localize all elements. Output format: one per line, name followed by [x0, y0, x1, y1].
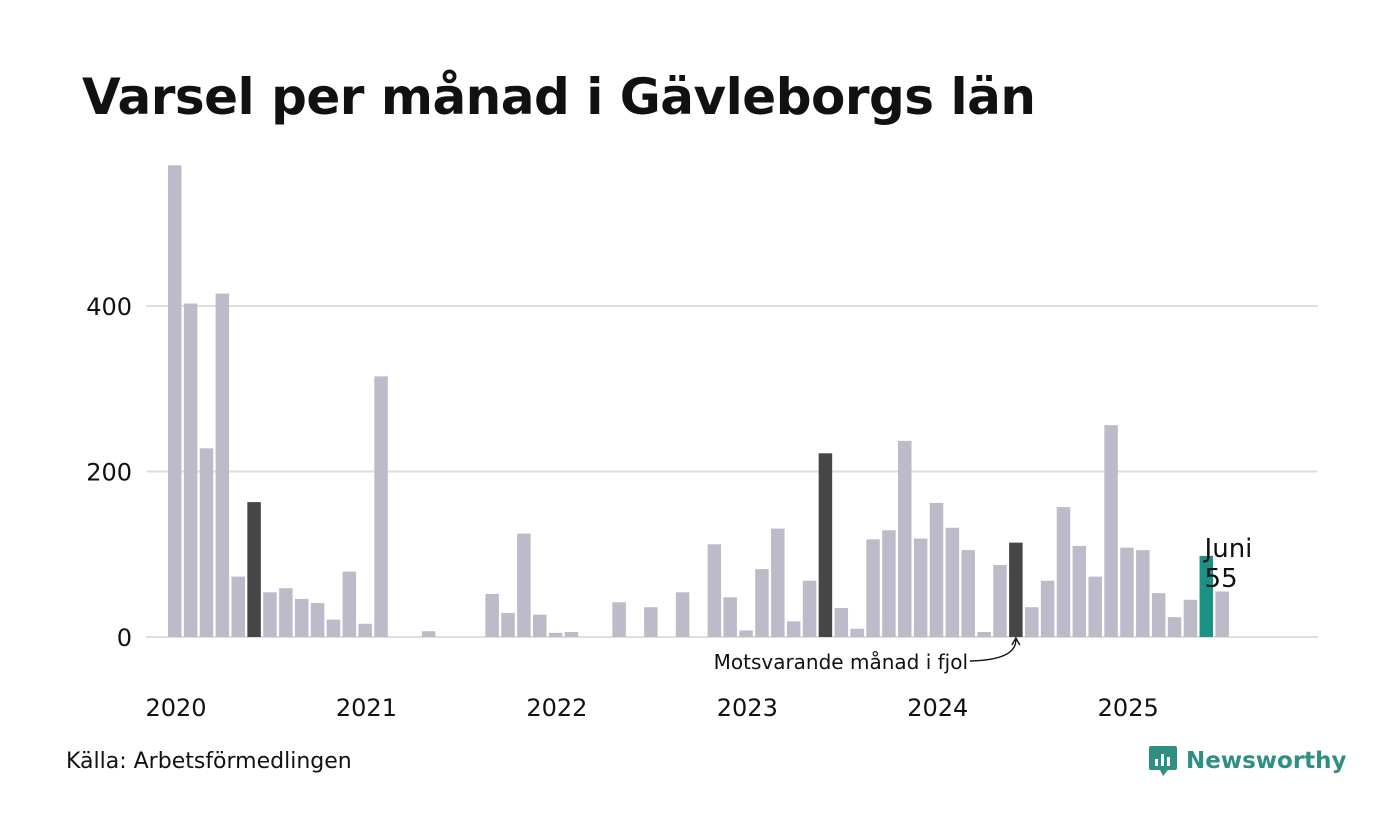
- bar: [771, 528, 785, 637]
- bar: [977, 632, 991, 637]
- bar: [231, 576, 245, 637]
- bar: [168, 165, 182, 637]
- bar: [294, 598, 309, 637]
- bar: [310, 603, 325, 637]
- bar: [1072, 545, 1087, 638]
- annotation-arrowhead: [1011, 636, 1021, 646]
- bar: [929, 502, 944, 637]
- bar-same-month-previous-year: [1009, 542, 1023, 637]
- bar: [374, 376, 388, 637]
- bar: [723, 597, 737, 637]
- bar: [1215, 591, 1229, 637]
- bar: [834, 608, 849, 637]
- x-axis-ticks: 2020 2021 2022 2023 2024 2025: [145, 694, 1158, 722]
- bar: [850, 628, 864, 638]
- bar: [739, 630, 753, 637]
- bar-current-month: [1199, 555, 1214, 637]
- bar: [548, 632, 563, 637]
- bar: [1120, 547, 1134, 637]
- current-month-label: Juni: [1203, 534, 1253, 564]
- bar: [358, 623, 372, 637]
- brand-logo: Newsworthy: [1148, 744, 1347, 778]
- bar: [898, 440, 912, 637]
- brand-name: Newsworthy: [1186, 748, 1347, 774]
- bar: [1183, 599, 1198, 637]
- bar: [866, 539, 880, 637]
- chart-title: Varsel per månad i Gävleborgs län: [82, 68, 1036, 126]
- x-tick-label: 2023: [717, 694, 778, 722]
- bar: [501, 613, 515, 637]
- bar: [1040, 580, 1055, 637]
- current-month-value: 55: [1205, 564, 1238, 594]
- bar: [945, 527, 960, 637]
- bar: [263, 592, 277, 638]
- annotation-last-year: Motsvarande månad i fjol: [714, 650, 968, 674]
- bar: [342, 571, 357, 637]
- bar: [1167, 617, 1182, 637]
- bar: [993, 565, 1007, 637]
- bars: [168, 165, 1229, 638]
- bar: [1151, 593, 1166, 637]
- bar: [612, 602, 626, 638]
- bar: [882, 530, 896, 637]
- bar: [707, 544, 722, 637]
- bar: [564, 632, 579, 637]
- annotation-arrow: [969, 639, 1017, 662]
- bar: [802, 580, 817, 637]
- x-tick-label: 2022: [526, 694, 587, 722]
- bar: [675, 592, 690, 638]
- bar-same-month-previous-year: [818, 453, 833, 637]
- bar: [1104, 425, 1118, 637]
- source-note: Källa: Arbetsförmedlingen: [66, 749, 352, 774]
- y-tick-label: 0: [117, 624, 132, 652]
- bar: [913, 538, 928, 637]
- bar: [1136, 550, 1150, 637]
- bar: [517, 533, 531, 637]
- bar: [199, 448, 214, 637]
- y-axis-ticks: 0 200 400: [86, 293, 132, 652]
- y-tick-label: 200: [86, 459, 132, 487]
- bar: [421, 631, 436, 637]
- bar: [1088, 576, 1102, 637]
- y-tick-label: 400: [86, 293, 132, 321]
- bar: [215, 293, 230, 637]
- x-tick-label: 2025: [1098, 694, 1159, 722]
- bar: [279, 588, 293, 637]
- bar: [1024, 607, 1039, 637]
- bar: [961, 550, 975, 637]
- bar: [183, 303, 198, 637]
- bar: [485, 593, 499, 637]
- bar: [755, 569, 769, 637]
- bar: [644, 607, 658, 637]
- bar: [326, 619, 341, 637]
- bar: [786, 621, 801, 637]
- bar-same-month-previous-year: [247, 502, 261, 637]
- x-tick-label: 2021: [336, 694, 397, 722]
- x-tick-label: 2020: [145, 694, 206, 722]
- newsworthy-logo-icon: [1149, 746, 1177, 776]
- bar: [533, 614, 547, 637]
- x-tick-label: 2024: [907, 694, 968, 722]
- bar: [1056, 507, 1071, 637]
